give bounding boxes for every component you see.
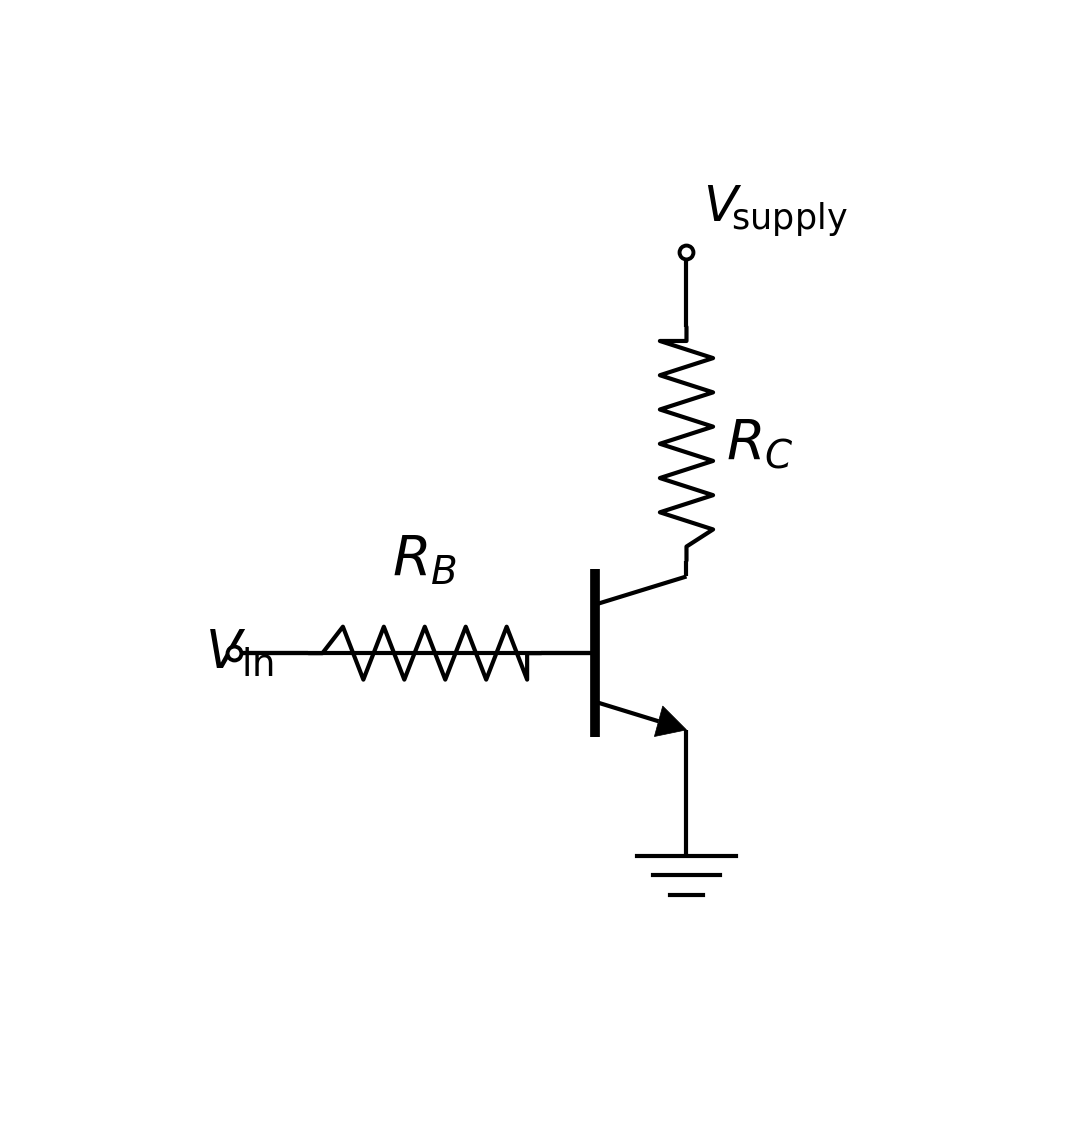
Text: $V_{\mathrm{in}}$: $V_{\mathrm{in}}$: [205, 627, 273, 679]
Text: $V_{\!\mathrm{supply}}$: $V_{\!\mathrm{supply}}$: [703, 183, 848, 239]
Text: $R_C$: $R_C$: [727, 417, 794, 471]
Polygon shape: [654, 706, 686, 736]
Text: $R_B$: $R_B$: [392, 532, 458, 587]
